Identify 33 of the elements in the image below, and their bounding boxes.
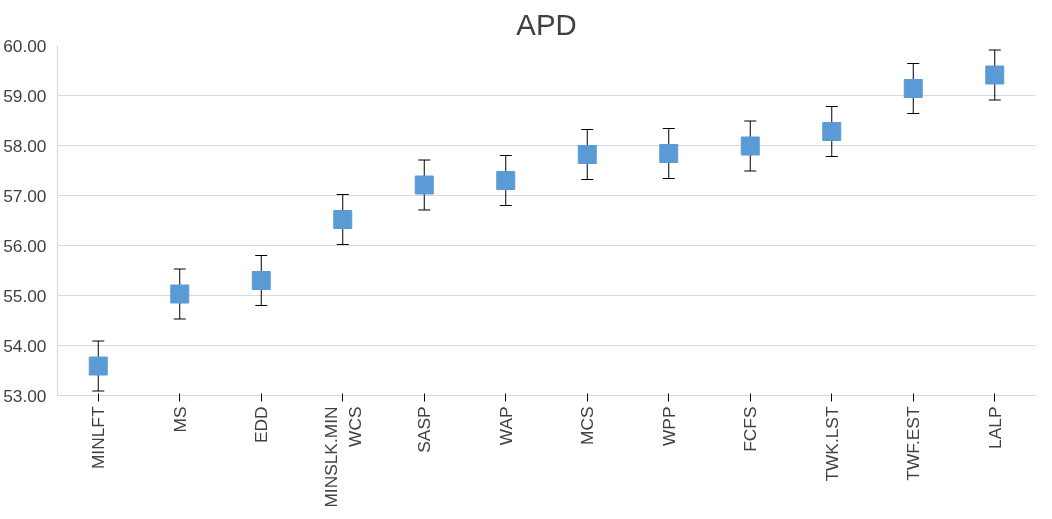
x-tick-label: MS xyxy=(169,406,190,433)
x-tick-label: MCS xyxy=(577,406,598,446)
point xyxy=(740,136,760,156)
point xyxy=(333,210,353,229)
point xyxy=(414,175,434,195)
y-tick-label: 59.00 xyxy=(3,85,47,106)
y-tick-label: 60.00 xyxy=(3,35,47,56)
point xyxy=(88,356,108,376)
x-tick-label: SASP xyxy=(414,406,435,453)
point xyxy=(496,171,516,190)
x-tick-label: TWF.EST xyxy=(903,406,924,481)
point xyxy=(659,144,679,163)
x-tick-label: WAP xyxy=(495,406,516,446)
y-tick-label: 57.00 xyxy=(3,185,47,206)
x-tick-label: MINSLK.MIN WCS xyxy=(320,406,365,508)
point xyxy=(577,145,597,164)
y-tick-label: 58.00 xyxy=(3,135,47,156)
y-tick-label: 55.00 xyxy=(3,285,47,306)
x-tick-label: TWK.LST xyxy=(821,406,842,482)
x-tick-label: FCFS xyxy=(740,406,761,452)
x-tick-label: WPP xyxy=(658,406,679,446)
chart-title: APD xyxy=(516,7,577,41)
y-tick-label: 54.00 xyxy=(3,335,47,356)
y-tick-label: 53.00 xyxy=(3,385,47,406)
x-tick-label: EDD xyxy=(251,406,272,444)
x-tick-label: MINLFT xyxy=(88,406,109,470)
point xyxy=(985,65,1005,85)
point xyxy=(903,79,923,98)
point xyxy=(170,284,190,304)
point xyxy=(822,122,842,141)
point xyxy=(251,271,271,290)
y-tick-label: 56.00 xyxy=(3,235,47,256)
x-tick-label: LALP xyxy=(984,406,1005,449)
